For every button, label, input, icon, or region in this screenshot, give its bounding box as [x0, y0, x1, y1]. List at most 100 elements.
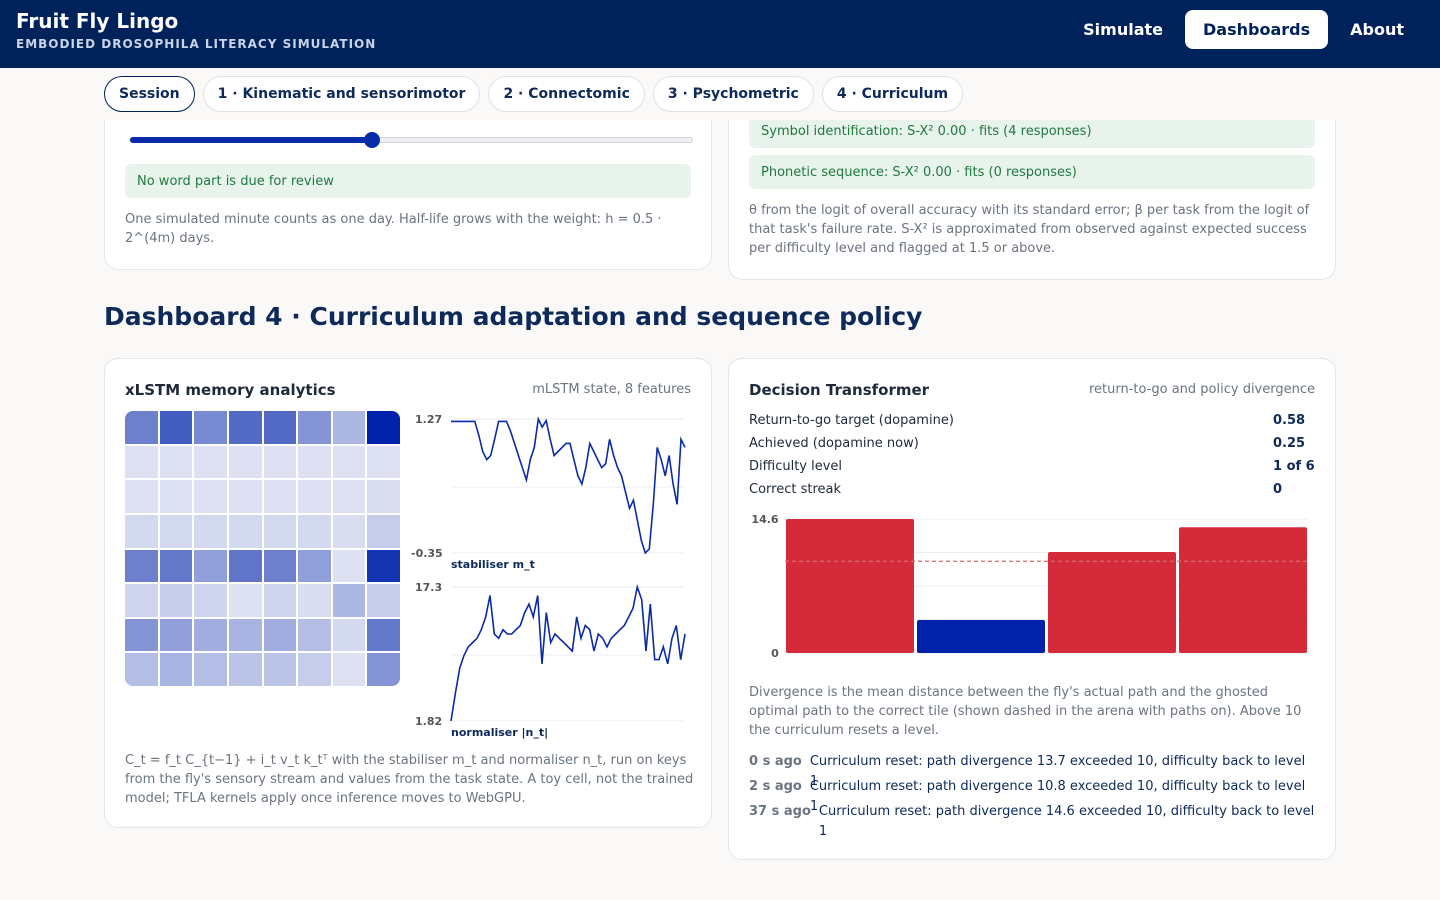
log-entry: 2 s ago Curriculum reset: path divergenc… — [749, 777, 1315, 817]
fit-item-phonetic: Phonetic sequence: S-X² 0.00 · fits (0 r… — [749, 155, 1315, 189]
stabiliser-line — [451, 416, 686, 555]
heatmap-cell — [159, 411, 193, 444]
heatmap-cell — [194, 618, 227, 652]
log-entry: 0 s ago Curriculum reset: path divergenc… — [749, 752, 1315, 792]
log-text: Curriculum reset: path divergence 10.8 e… — [809, 779, 1306, 814]
heatmap-cell — [228, 445, 262, 479]
heatmap-cell — [263, 653, 297, 686]
xlstm-card: xLSTM memory analytics mLSTM state, 8 fe… — [104, 358, 712, 828]
nav-dashboards[interactable]: Dashboards — [1185, 10, 1329, 49]
tab-psychometric[interactable]: 3 · Psychometric — [652, 76, 814, 112]
heatmap-cell — [367, 618, 400, 652]
dashboard-tabs-bar: Session 1 · Kinematic and sensorimotor 2… — [0, 68, 1440, 120]
normaliser-min-tick: 1.82 — [415, 715, 443, 728]
review-notice: No word part is due for review — [125, 164, 691, 198]
weight-slider[interactable] — [129, 132, 693, 148]
heatmap-cell — [159, 480, 193, 513]
heatmap-cell — [332, 549, 366, 583]
heatmap-cell — [125, 480, 158, 513]
stat-difficulty: Difficulty level 1 of 6 — [749, 459, 1315, 474]
heatmap-cell — [263, 549, 297, 583]
divergence-bar — [786, 519, 914, 653]
tab-kinematic[interactable]: 1 · Kinematic and sensorimotor — [202, 76, 481, 112]
stabiliser-plot — [451, 416, 686, 555]
heatmap-cell — [125, 514, 158, 548]
stabiliser-label: stabiliser m_t — [451, 558, 535, 571]
main-nav: Simulate Dashboards About — [1061, 10, 1422, 49]
dashboard-tabs: Session 1 · Kinematic and sensorimotor 2… — [104, 76, 964, 112]
log-entry: 37 s ago Curriculum reset: path divergen… — [749, 802, 1315, 842]
heatmap-cell — [367, 514, 400, 548]
heatmap-cell — [332, 445, 366, 479]
heatmap-cell — [263, 584, 297, 617]
heatmap-cell — [332, 514, 366, 548]
log-time: 37 s ago — [749, 804, 811, 819]
dt-meta: return-to-go and policy divergence — [1088, 382, 1315, 397]
nav-about[interactable]: About — [1350, 20, 1404, 39]
heatmap-cell — [367, 549, 400, 583]
heatmap-cell — [125, 445, 158, 479]
heatmap-cell — [125, 618, 158, 652]
heatmap-cell — [159, 584, 193, 617]
memory-heatmap — [125, 411, 400, 686]
y-tick-min: 0 — [771, 647, 779, 660]
tab-session[interactable]: Session — [104, 76, 195, 112]
section-heading: Dashboard 4 · Curriculum adaptation and … — [104, 302, 923, 331]
heatmap-cell — [228, 411, 262, 444]
heatmap-cell — [228, 514, 262, 548]
heatmap-cell — [125, 653, 158, 686]
stat-value: 1 of 6 — [1273, 459, 1315, 474]
heatmap-cell — [194, 514, 227, 548]
heatmap-cell — [298, 549, 331, 583]
heatmap-cell — [332, 480, 366, 513]
stabiliser-max-tick: 1.27 — [415, 413, 443, 426]
heatmap-cell — [125, 411, 158, 444]
heatmap-cell — [263, 618, 297, 652]
slider-thumb[interactable] — [363, 132, 380, 148]
top-bar: Fruit Fly Lingo EMBODIED DROSOPHILA LITE… — [0, 0, 1440, 68]
normaliser-plot — [450, 583, 686, 722]
log-time: 0 s ago — [749, 754, 802, 769]
stat-return-to-go: Return-to-go target (dopamine) 0.58 — [749, 413, 1315, 428]
heatmap-cell — [228, 549, 262, 583]
heatmap-cell — [298, 411, 331, 444]
stat-label: Achieved (dopamine now) — [749, 436, 919, 451]
heatmap-cell — [194, 653, 227, 686]
tab-curriculum[interactable]: 4 · Curriculum — [821, 76, 964, 112]
stat-achieved: Achieved (dopamine now) 0.25 — [749, 436, 1315, 451]
stabiliser-chart: 1.27 -0.35 stabiliser m_t — [411, 411, 695, 571]
heatmap-cell — [194, 445, 227, 479]
heatmap-cell — [228, 653, 262, 686]
xlstm-note: C_t = f_t C_{t−1} + i_t v_t k_tᵀ with th… — [125, 753, 694, 806]
heatmap-cell — [159, 514, 193, 548]
heatmap-cell — [125, 549, 158, 583]
heatmap-cell — [228, 584, 262, 617]
psychometric-note: θ from the logit of overall accuracy wit… — [749, 203, 1310, 256]
tab-connectomic[interactable]: 2 · Connectomic — [488, 76, 645, 112]
review-note: One simulated minute counts as one day. … — [125, 212, 662, 246]
dt-title: Decision Transformer — [749, 381, 930, 399]
nav-simulate[interactable]: Simulate — [1083, 20, 1164, 39]
heatmap-cell — [159, 445, 193, 479]
heatmap-cell — [332, 411, 366, 444]
normaliser-label: normaliser |n_t| — [451, 726, 549, 739]
heatmap-cell — [367, 584, 400, 617]
heatmap-cell — [367, 411, 400, 444]
review-card: No word part is due for review One simul… — [104, 90, 712, 270]
heatmap-cell — [298, 445, 331, 479]
divergence-bar — [1048, 552, 1176, 653]
stat-label: Difficulty level — [749, 459, 843, 474]
normaliser-line — [450, 583, 686, 722]
heatmap-cell — [263, 445, 297, 479]
heatmap-cell — [125, 584, 158, 617]
normaliser-chart: 17.3 1.82 normaliser |n_t| — [415, 579, 695, 739]
decision-transformer-card: Decision Transformer return-to-go and po… — [728, 358, 1336, 860]
heatmap-cell — [298, 480, 331, 513]
stat-label: Correct streak — [749, 482, 842, 497]
heatmap-cell — [228, 480, 262, 513]
xlstm-title: xLSTM memory analytics — [125, 381, 336, 399]
heatmap-cell — [367, 480, 400, 513]
divergence-bar — [1179, 527, 1307, 653]
heatmap-cell — [332, 653, 366, 686]
heatmap-cell — [298, 514, 331, 548]
